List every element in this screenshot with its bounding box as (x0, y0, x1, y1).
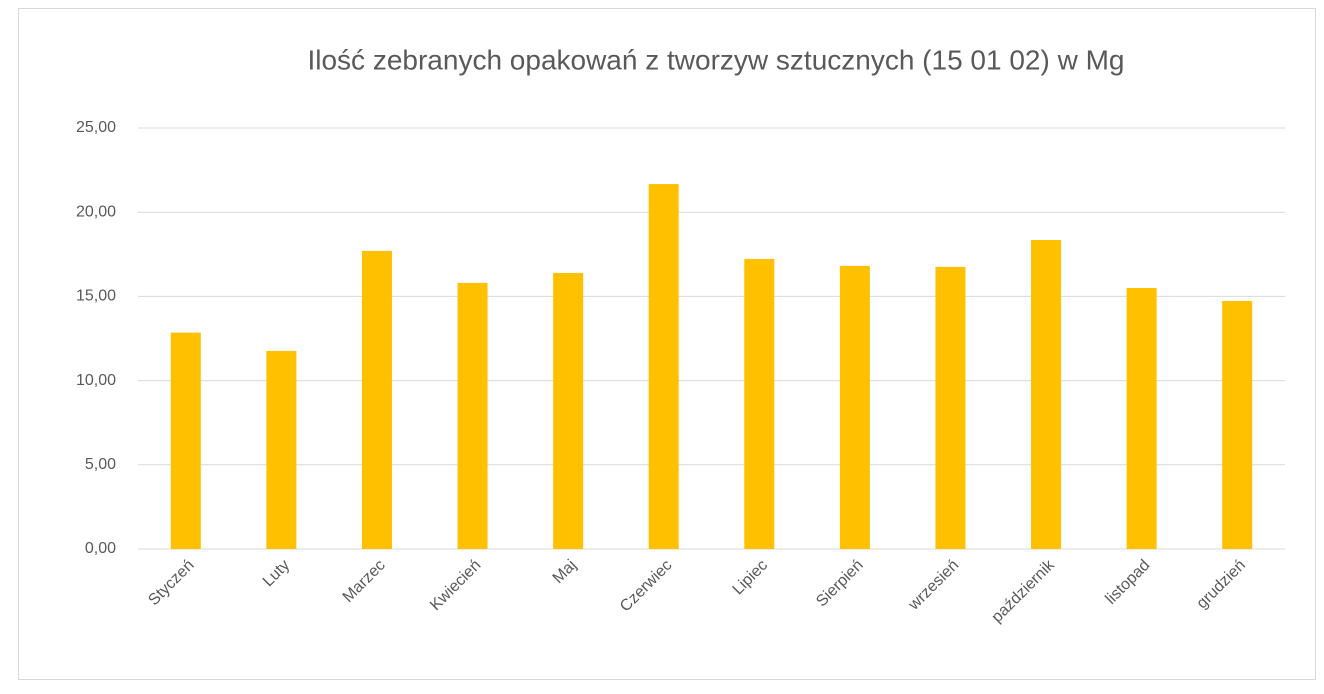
y-tick-label: 5,00 (85, 456, 116, 473)
bar (1031, 239, 1062, 549)
bar (266, 350, 297, 549)
y-tick-label: 20,00 (76, 203, 116, 220)
y-tick-label: 10,00 (76, 372, 116, 389)
bar (935, 266, 966, 549)
bar (839, 265, 870, 549)
chart-title: Ilość zebranych opakowań z tworzyw sztuc… (307, 44, 1124, 75)
bar (361, 250, 392, 549)
bar (553, 272, 584, 549)
y-tick-label: 0,00 (85, 540, 116, 557)
y-tick-label: 25,00 (76, 119, 116, 136)
y-tick-label: 15,00 (76, 288, 116, 305)
bar (457, 282, 488, 549)
bar (1126, 287, 1157, 549)
bar (1222, 300, 1253, 549)
bar (170, 332, 201, 549)
bar (744, 259, 775, 549)
bar (648, 184, 679, 549)
